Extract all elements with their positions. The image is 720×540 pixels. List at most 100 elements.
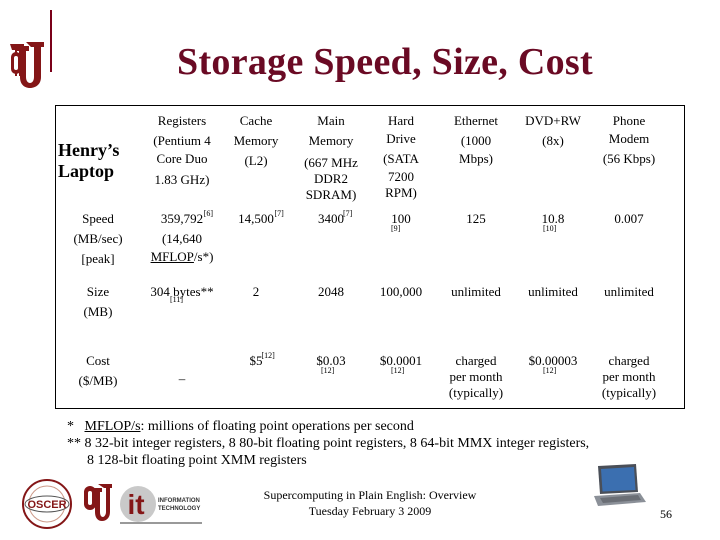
citation-ref: [9]	[391, 224, 401, 233]
column-header-line: 7200	[388, 169, 414, 184]
citation-ref: [12]	[261, 351, 275, 360]
table-cell: per month	[449, 369, 503, 384]
footnotes: * MFLOP/s: millions of floating point op…	[67, 418, 707, 469]
table-cell: charged	[608, 353, 650, 368]
column-header-line: (667 MHz	[304, 155, 358, 170]
storage-table	[55, 105, 685, 409]
mflops-link[interactable]: MFLOP/s	[84, 419, 141, 434]
citation-ref: [7]	[274, 209, 284, 218]
footnote-1: * MFLOP/s: millions of floating point op…	[67, 418, 707, 435]
mflops-inline-link[interactable]: MFLOP	[150, 249, 194, 264]
citation-ref: [12]	[321, 366, 335, 375]
slide-title: Storage Speed, Size, Cost	[177, 41, 593, 83]
citation-ref: [12]	[543, 366, 557, 375]
column-header-line: Memory	[233, 133, 279, 148]
row-header-line2: Laptop	[58, 161, 115, 181]
row-label-line: [peak]	[81, 251, 115, 266]
table-cell: 3400	[318, 211, 344, 226]
table-cell: unlimited	[451, 284, 501, 299]
column-header-line: Core Duo	[156, 151, 208, 166]
page-number: 56	[660, 507, 672, 521]
row-label-line: Cost	[86, 353, 110, 368]
row-label-line: ($/MB)	[78, 373, 118, 388]
title-divider	[50, 10, 52, 72]
footnote-2-marker: **	[67, 436, 81, 451]
column-header-line: DDR2	[314, 171, 348, 186]
footer-line2: Tuesday February 3 2009	[308, 504, 432, 518]
table-cell: $0.00003	[528, 353, 578, 368]
table-cell: 14,500	[238, 211, 274, 226]
table-cell: 10.8	[541, 211, 565, 226]
footer-line1: Supercomputing in Plain English: Overvie…	[263, 488, 477, 502]
citation-ref: [7]	[343, 209, 353, 218]
column-header-line: (L2)	[244, 153, 268, 168]
row-header-henrys-laptop: Henry’s Laptop	[58, 140, 140, 182]
table-cell: 100,000	[379, 284, 423, 299]
table-cell: 125	[466, 211, 486, 226]
ou-logo-icon	[10, 42, 44, 88]
table-cell: 2048	[318, 284, 344, 299]
footnote-1-text: : millions of floating point operations …	[140, 419, 414, 434]
column-header-line: (1000	[460, 133, 492, 148]
column-header-line: Modem	[608, 131, 650, 146]
it-logo-icon: it INFORMATION TECHNOLOGY	[120, 486, 202, 524]
table-cell: $0.0001	[379, 353, 423, 368]
table-cell: (14,640	[161, 231, 203, 246]
citation-ref: [11]	[170, 295, 184, 304]
row-header-line1: Henry’s	[58, 140, 120, 160]
table-cell: 100	[391, 211, 411, 226]
footnote-1-marker: *	[67, 419, 74, 434]
footnote-2-line1: 8 32-bit integer registers, 8 80-bit flo…	[84, 436, 590, 451]
column-header-line: Cache	[239, 113, 273, 128]
it-logo-sub2: TECHNOLOGY	[158, 506, 200, 512]
column-header-line: (Pentium 4	[153, 133, 211, 148]
citation-ref: [12]	[391, 366, 405, 375]
column-header-line: Registers	[157, 113, 207, 128]
table-cell: 304 bytes**	[150, 284, 214, 299]
oscer-logo-icon: OSCER	[22, 479, 72, 529]
column-header-line: RPM)	[385, 185, 417, 200]
column-header-line: Ethernet	[453, 113, 499, 128]
column-header-line: Hard	[388, 113, 414, 128]
citation-ref: [6]	[203, 209, 214, 218]
column-header-line: Main	[317, 113, 345, 128]
table-cell: unlimited	[528, 284, 578, 299]
table-cell: (typically)	[601, 385, 657, 400]
column-header-line: (8x)	[542, 133, 564, 148]
column-header-line: Memory	[308, 133, 354, 148]
table-cell: charged	[455, 353, 497, 368]
column-header-line: 1.83 GHz)	[154, 172, 210, 187]
column-header-line: Drive	[386, 131, 416, 146]
mflops-inline-rest: /s*)	[193, 249, 214, 264]
column-header-line: SDRAM)	[305, 187, 357, 202]
row-label-line: Size	[86, 284, 110, 299]
column-header-line: DVD+RW	[525, 113, 581, 128]
citation-ref: [10]	[543, 224, 557, 233]
footnote-2-line2: 8 128-bit floating point XMM registers	[87, 453, 307, 468]
table-cell: unlimited	[604, 284, 654, 299]
table-cell: 2	[252, 284, 260, 299]
table-cell: $5	[249, 353, 263, 368]
row-label-line: (MB)	[83, 304, 113, 319]
it-logo-text: it	[127, 489, 144, 520]
table-cell: $0.03	[316, 353, 346, 368]
column-header-line: Mbps)	[459, 151, 493, 166]
row-label-line: Speed	[82, 211, 114, 226]
column-header-line: (SATA	[383, 151, 419, 166]
ou-small-logo-icon	[84, 484, 112, 521]
table-cell: per month	[602, 369, 656, 384]
row-label-line: (MB/sec)	[73, 231, 123, 246]
footer: Supercomputing in Plain English: Overvie…	[220, 487, 520, 519]
footnote-2: ** 8 32-bit integer registers, 8 80-bit …	[67, 435, 707, 452]
column-header-line: (56 Kbps)	[602, 151, 656, 166]
it-logo-sub1: INFORMATION	[158, 498, 200, 504]
column-header-line: Phone	[612, 113, 646, 128]
table-cell: 359,792	[160, 211, 204, 226]
oscer-logo-text: OSCER	[27, 499, 66, 511]
table-cell: MFLOP/s*)	[137, 248, 227, 265]
table-cell: (typically)	[448, 385, 504, 400]
laptop-icon	[594, 464, 646, 506]
table-cell: –	[178, 371, 186, 386]
table-cell: 0.007	[614, 211, 644, 226]
